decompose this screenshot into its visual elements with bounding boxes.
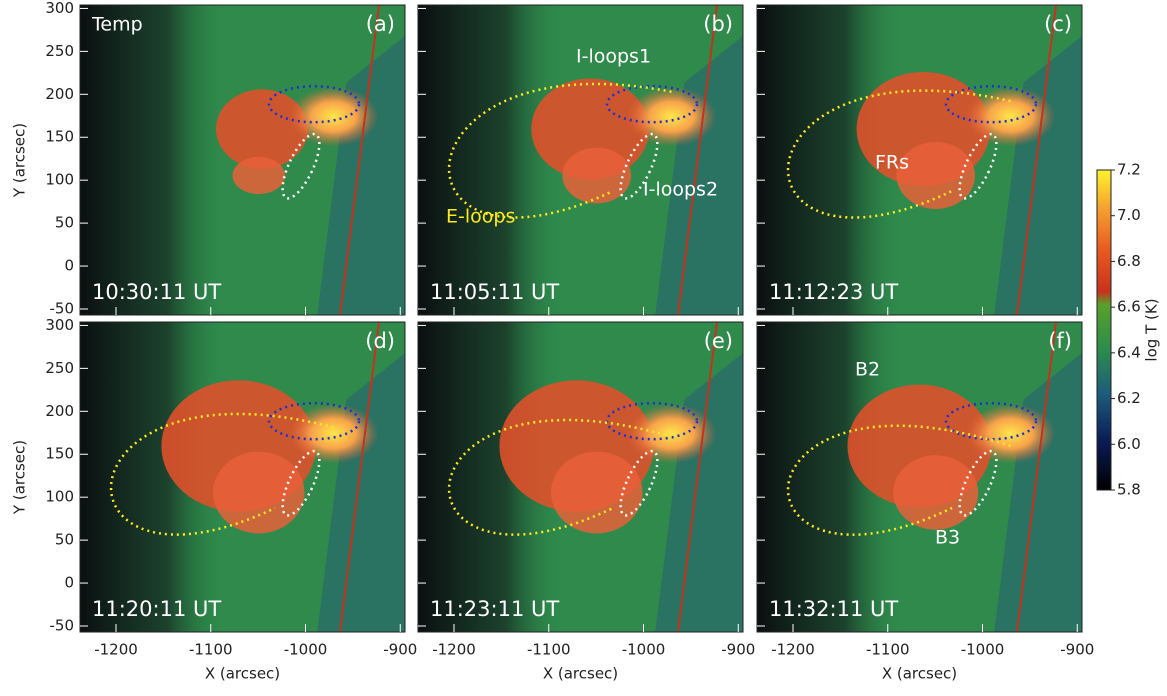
x-tick-label: -1100 bbox=[189, 641, 233, 659]
panel-label: (b) bbox=[703, 12, 733, 36]
panel-label: (e) bbox=[704, 329, 733, 353]
y-tick-label: -50 bbox=[50, 299, 75, 317]
annotation: E-loops bbox=[446, 206, 515, 228]
x-axis-label: X (arcsec) bbox=[205, 665, 280, 683]
y-tick-label: -50 bbox=[50, 616, 75, 634]
y-tick-label: 0 bbox=[64, 574, 74, 592]
panel-image bbox=[80, 322, 405, 632]
hot-region bbox=[551, 452, 643, 534]
figure: -50 0 50 100 150 200 250 300 Y (arcsec) (a) 10:30:… bbox=[0, 0, 1167, 692]
panel-time: 11:12:23 UT bbox=[769, 280, 898, 304]
panel: -1200 -1100 -1000 -900 X (arcsec) (e) 11:23:11… bbox=[418, 322, 755, 683]
y-tick-label: 100 bbox=[45, 488, 74, 506]
panel: (c) 11:12:23 UT FRs bbox=[757, 5, 1082, 315]
panel-label: (c) bbox=[1044, 12, 1072, 36]
panel-label: (d) bbox=[365, 329, 395, 353]
panel-image bbox=[757, 322, 1082, 632]
x-axis-label: X (arcsec) bbox=[543, 665, 618, 683]
x-tick-label: -900 bbox=[383, 641, 417, 659]
y-tick-label: 300 bbox=[45, 0, 74, 17]
x-axis-label: X (arcsec) bbox=[882, 665, 957, 683]
hot-region bbox=[893, 455, 978, 529]
colorbar bbox=[1097, 170, 1111, 490]
y-tick-label: 50 bbox=[55, 214, 74, 232]
annotation: B3 bbox=[935, 527, 960, 549]
x-tick-label: -1100 bbox=[527, 641, 571, 659]
annotation: I-loops1 bbox=[576, 46, 651, 68]
dark-region bbox=[418, 5, 564, 315]
panel: -1200 -1100 -1000 -900 X (arcsec) (f) 11:32:11… bbox=[757, 322, 1094, 683]
panel-time: 11:20:11 UT bbox=[92, 597, 221, 621]
annotation: B2 bbox=[855, 359, 880, 381]
panel-time: 11:05:11 UT bbox=[430, 280, 559, 304]
x-tick-label: -900 bbox=[1060, 641, 1094, 659]
y-axis-label: Y (arcsec) bbox=[11, 123, 29, 198]
dark-region bbox=[80, 5, 226, 315]
page: Temperature maps {"chart_data": [ {"type… bbox=[0, 0, 1167, 696]
colorbar-tick-label: 6.6 bbox=[1117, 298, 1141, 316]
y-tick-label: 200 bbox=[45, 402, 74, 420]
panel-label: (a) bbox=[366, 12, 395, 36]
panel-image bbox=[757, 5, 1082, 315]
panel-time: 11:32:11 UT bbox=[769, 597, 898, 621]
y-tick-label: 250 bbox=[45, 359, 74, 377]
hot-region bbox=[233, 157, 286, 194]
y-tick-label: 100 bbox=[45, 171, 74, 189]
x-tick-label: -1000 bbox=[284, 641, 328, 659]
panel-image bbox=[418, 322, 743, 632]
y-tick-label: 150 bbox=[45, 445, 74, 463]
x-tick-label: -1200 bbox=[432, 641, 476, 659]
colorbar-tick-label: 7.2 bbox=[1117, 161, 1141, 179]
colorbar-tick-label: 6.8 bbox=[1117, 252, 1141, 270]
y-tick-label: 250 bbox=[45, 42, 74, 60]
annotation: Temp bbox=[91, 14, 143, 36]
colorbar-tick-label: 6.4 bbox=[1117, 343, 1141, 361]
panel-time: 11:23:11 UT bbox=[430, 597, 559, 621]
colorbar-tick-label: 6.2 bbox=[1117, 389, 1141, 407]
panel-label: (f) bbox=[1048, 329, 1072, 353]
colorbar-label: log T (K) bbox=[1143, 298, 1161, 361]
x-tick-label: -1200 bbox=[771, 641, 815, 659]
y-axis-label: Y (arcsec) bbox=[11, 440, 29, 515]
x-tick-label: -900 bbox=[721, 641, 755, 659]
x-tick-label: -1100 bbox=[866, 641, 910, 659]
body: -50 0 50 100 150 200 250 300 Y (arcsec) (a) 10:30:… bbox=[0, 0, 1167, 696]
panel: (b) 11:05:11 UT I-loops1 I-loops2 E-loops bbox=[418, 5, 743, 315]
y-tick-label: 200 bbox=[45, 85, 74, 103]
colorbar-tick-label: 7.0 bbox=[1117, 206, 1141, 224]
x-tick-label: -1000 bbox=[961, 641, 1005, 659]
x-tick-label: -1000 bbox=[622, 641, 666, 659]
colorbar-tick-label: 6.0 bbox=[1117, 435, 1141, 453]
y-tick-label: 50 bbox=[55, 531, 74, 549]
colorbar-tick-label: 5.8 bbox=[1117, 481, 1141, 499]
y-tick-label: 0 bbox=[64, 257, 74, 275]
y-tick-label: 150 bbox=[45, 128, 74, 146]
annotation: I-loops2 bbox=[643, 179, 718, 201]
panel: -50 0 50 100 150 200 250 300 Y (arcsec) (a) 10:30:… bbox=[11, 0, 406, 317]
x-tick-label: -1200 bbox=[94, 641, 138, 659]
panel-time: 10:30:11 UT bbox=[92, 280, 221, 304]
panel: -1200 -1100 -1000 -900 -50 0 50 100 150 200 250 300… bbox=[11, 316, 418, 683]
panel-image bbox=[80, 5, 405, 315]
annotation: FRs bbox=[875, 152, 909, 174]
hot-region bbox=[213, 452, 305, 534]
y-tick-label: 300 bbox=[45, 316, 74, 334]
